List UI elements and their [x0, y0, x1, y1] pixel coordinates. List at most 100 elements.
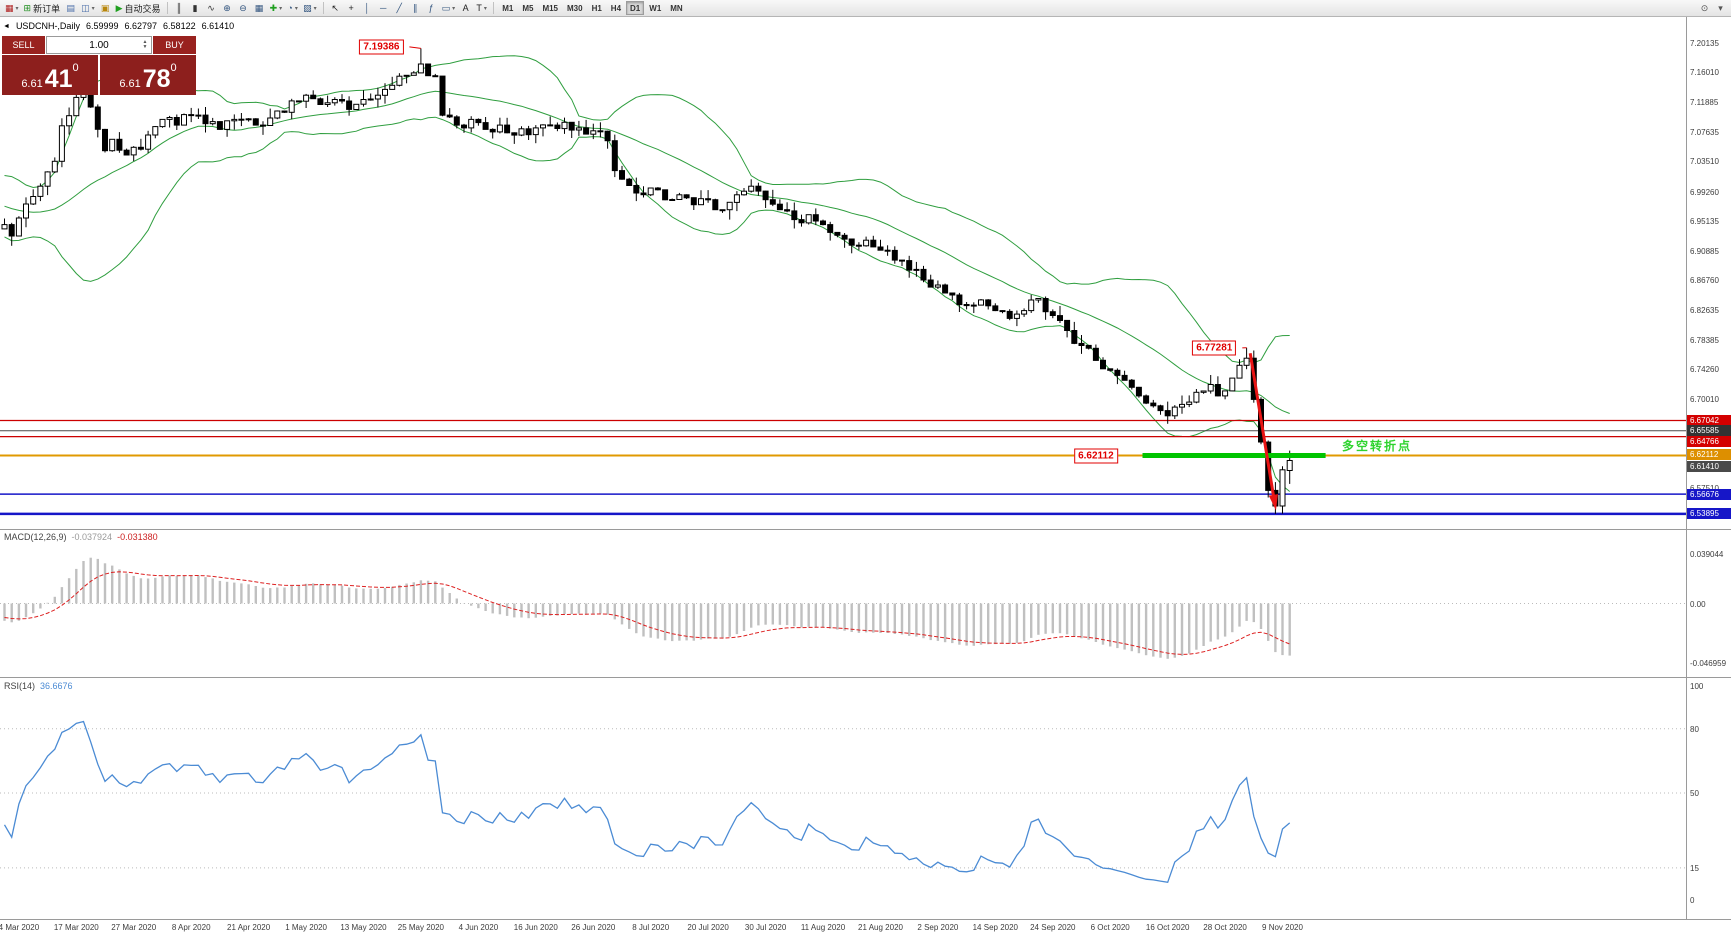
- price-axis-separator: [1686, 17, 1687, 920]
- chart-windows-button[interactable]: ▤: [63, 1, 78, 16]
- text-label-button[interactable]: A: [458, 1, 473, 16]
- macd-rsi-separator[interactable]: [0, 677, 1731, 678]
- expand-toolbar-icon: ▾: [1718, 2, 1723, 13]
- sell-price-pips: 41: [44, 65, 73, 93]
- templates-icon: ▧: [303, 2, 312, 13]
- timeframe-h1-button[interactable]: H1: [591, 3, 602, 13]
- volume-value: 1.00: [89, 39, 109, 51]
- shapes-button[interactable]: ▭ ▾: [440, 1, 458, 16]
- bar-chart-button[interactable]: ║: [172, 1, 187, 16]
- new-chart-icon: ▦: [5, 2, 14, 13]
- crosshair-button[interactable]: +: [344, 1, 359, 16]
- timeframe-mn-button[interactable]: MN: [670, 3, 683, 13]
- chart-ohlc-header: ◄ USDCNH-,Daily 6.59999 6.62797 6.58122 …: [3, 21, 234, 31]
- buy-button[interactable]: BUY: [153, 36, 196, 54]
- fibonacci-icon: ƒ: [428, 2, 434, 13]
- timeframe-h4-button[interactable]: H4: [610, 3, 622, 13]
- toolbar-timeframes-group: M1 M5 M15 M30 H1 H4 D1 W1 MN: [498, 0, 687, 16]
- sell-price-display[interactable]: 6.61 41 0: [2, 55, 98, 95]
- horizontal-line-button[interactable]: ─: [376, 1, 391, 16]
- candlestick-chart-icon: ▮: [192, 2, 198, 13]
- ohlc-close: 6.61410: [201, 21, 235, 31]
- toolbar-right-group: ⊙ ▾: [1697, 0, 1728, 16]
- arrow-tool-button[interactable]: T ▾: [474, 1, 489, 16]
- symbol-marker-icon[interactable]: ◄: [3, 22, 10, 30]
- profiles-button[interactable]: ◫ ▾: [79, 1, 97, 16]
- timeframe-m1-button[interactable]: M1: [502, 3, 514, 13]
- rsi-dates-separator: [0, 919, 1731, 920]
- shapes-icon: ▭: [441, 2, 451, 13]
- rsi-name: RSI(14): [4, 681, 36, 691]
- support-price-label[interactable]: 6.62112: [1074, 448, 1118, 463]
- zoom-out-button[interactable]: ⊖: [236, 1, 251, 16]
- turning-point-annotation[interactable]: 多空转折点: [1342, 439, 1413, 453]
- search-button[interactable]: ⊙: [1697, 1, 1712, 16]
- buy-price-pips: 78: [142, 65, 171, 93]
- new-order-icon: ⊞: [23, 2, 32, 13]
- zoom-in-button[interactable]: ⊕: [220, 1, 235, 16]
- terminal-icon: ▣: [100, 2, 110, 13]
- indicators-icon: ✚: [269, 2, 278, 13]
- chart-windows-icon: ▤: [66, 2, 75, 13]
- arrow-tool-icon: T: [476, 2, 482, 13]
- one-click-trading-panel: SELL 1.00 ▲ ▼ BUY 6.61 41 0 6.61 78 0: [2, 36, 196, 95]
- timeframe-m15-button[interactable]: M15: [542, 3, 558, 13]
- tile-windows-button[interactable]: ▦: [252, 1, 267, 16]
- horizontal-line-icon: ─: [379, 2, 387, 13]
- macd-signal-value: -0.031380: [117, 532, 158, 542]
- timeframe-m5-button[interactable]: M5: [522, 3, 534, 13]
- peak-price-label[interactable]: 7.19386: [359, 39, 404, 55]
- toolbar-separator: [493, 2, 495, 14]
- text-label-icon: A: [462, 2, 469, 13]
- toolbar-standard-group: ▦ ▾ ⊞ 新订单 ▤ ◫ ▾ ▣ ▶ 自动交易: [3, 0, 163, 16]
- sell-price-point: 0: [72, 62, 79, 74]
- expand-toolbar-button[interactable]: ▾: [1713, 1, 1728, 16]
- periods-button[interactable]: ◔ ▾: [285, 1, 300, 16]
- timeframe-d1-button[interactable]: D1: [626, 1, 645, 15]
- stepper-down-icon[interactable]: ▼: [142, 44, 148, 50]
- periods-icon: ◔: [287, 2, 293, 13]
- ohlc-low: 6.58122: [163, 21, 196, 31]
- sell-price-base: 6.61: [21, 78, 43, 90]
- dropdown-arrow-icon: ▾: [279, 5, 283, 12]
- toolbar: ▦ ▾ ⊞ 新订单 ▤ ◫ ▾ ▣ ▶ 自动交易 ║ ▮ ∿ ⊕ ⊖ ▦ ✚ ▾ ◔ ▾ ▧ ▾ ↖ + │ ─ ╱ ∥ ƒ ▭ ▾ A T…: [0, 0, 1731, 17]
- crosshair-icon: +: [348, 2, 354, 13]
- volume-input[interactable]: 1.00 ▲ ▼: [46, 36, 152, 54]
- vertical-line-button[interactable]: │: [360, 1, 375, 16]
- dropdown-arrow-icon: ▾: [483, 5, 487, 12]
- templates-button[interactable]: ▧ ▾: [301, 1, 319, 16]
- new-chart-button[interactable]: ▦ ▾: [3, 1, 21, 16]
- rsi-value: 36.6676: [40, 681, 73, 691]
- profiles-icon: ◫: [81, 2, 90, 13]
- chart-macd-separator[interactable]: [0, 529, 1731, 530]
- timeframe-m30-button[interactable]: M30: [567, 3, 583, 13]
- buy-price-point: 0: [170, 62, 177, 74]
- autotrading-button[interactable]: ▶ 自动交易: [115, 2, 161, 14]
- timeframe-w1-button[interactable]: W1: [649, 3, 662, 13]
- cursor-icon: ↖: [331, 2, 339, 13]
- dropdown-arrow-icon: ▾: [313, 5, 317, 12]
- macd-name: MACD(12,26,9): [4, 532, 67, 542]
- fibonacci-button[interactable]: ƒ: [424, 1, 439, 16]
- dropdown-arrow-icon: ▾: [452, 5, 456, 12]
- indicators-button[interactable]: ✚ ▾: [268, 1, 285, 16]
- terminal-button[interactable]: ▣: [98, 1, 113, 16]
- stepper-up-icon[interactable]: ▲: [142, 39, 148, 45]
- new-order-button[interactable]: ⊞ 新订单: [23, 2, 61, 14]
- dropdown-arrow-icon: ▾: [294, 5, 298, 12]
- vertical-line-icon: │: [364, 2, 370, 13]
- sell-button[interactable]: SELL: [2, 36, 45, 54]
- channel-icon: ∥: [412, 2, 418, 13]
- cursor-button[interactable]: ↖: [328, 1, 343, 16]
- toolbar-linestudies-group: ↖ + │ ─ ╱ ∥ ƒ ▭ ▾ A T ▾: [328, 0, 490, 16]
- toolbar-charts-group: ║ ▮ ∿ ⊕ ⊖ ▦ ✚ ▾ ◔ ▾ ▧ ▾: [172, 0, 319, 16]
- candlestick-chart-button[interactable]: ▮: [188, 1, 203, 16]
- swing-high-price-label[interactable]: 6.77281: [1192, 340, 1237, 356]
- channel-button[interactable]: ∥: [408, 1, 423, 16]
- trendline-button[interactable]: ╱: [392, 1, 407, 16]
- buy-price-display[interactable]: 6.61 78 0: [100, 55, 196, 95]
- volume-stepper[interactable]: ▲ ▼: [140, 37, 150, 53]
- line-chart-button[interactable]: ∿: [204, 1, 219, 16]
